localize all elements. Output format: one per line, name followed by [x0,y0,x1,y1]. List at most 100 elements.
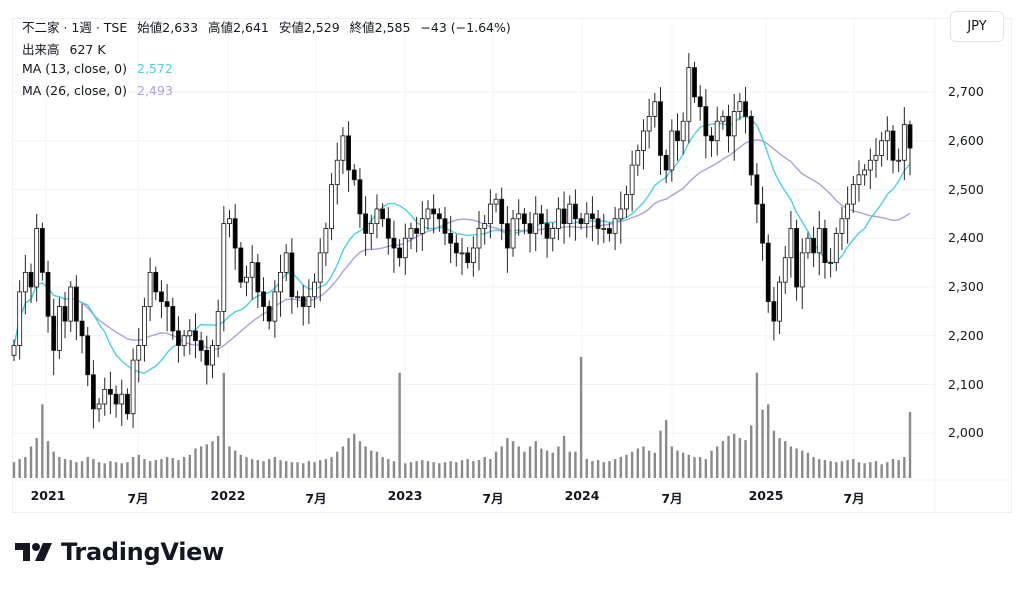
candle [119,379,125,426]
candle-body [850,184,856,205]
candle-body [283,252,289,273]
candle-body [278,271,283,293]
candle [669,119,675,182]
candle-body [153,271,159,293]
candle-body [334,159,340,186]
candle-body [788,228,794,259]
candle [771,287,777,341]
candle [244,265,249,297]
candle [159,280,164,319]
candle-body [51,315,57,351]
candle-body [629,164,635,195]
candle [136,327,142,383]
candle [862,164,868,186]
ma13-legend[interactable]: MA (13, close, 0) 2,572 [22,61,179,76]
candle [794,219,799,301]
candle-body [737,101,743,112]
volume-bar [829,461,832,478]
candle [96,398,102,423]
volume-bar [24,456,27,478]
low-value: 安値2,529 [278,20,340,35]
volume-bar [506,438,509,478]
candle-body [17,291,23,346]
candle [533,196,539,251]
candle [765,234,771,313]
volume-bar [319,460,322,478]
candle-body [867,159,873,171]
volume-bar [296,462,299,478]
candle [607,222,612,242]
candle [51,298,57,376]
candle-body [731,111,737,137]
candle [782,246,788,294]
candle-body [669,130,675,171]
candle [743,87,748,134]
candle [811,226,816,268]
volume-bar [12,462,16,478]
candle-body [317,252,323,283]
candle-body [295,296,300,299]
ma26-legend[interactable]: MA (26, close, 0) 2,493 [22,83,179,98]
volume-bar [602,462,605,478]
candle-body [329,184,334,229]
candle [873,137,879,178]
currency-button[interactable]: JPY [950,11,1004,42]
y-tick-label: 2,000 [948,425,984,441]
candle [896,148,902,172]
candle [731,93,737,161]
ma13-line [13,115,911,375]
candle [629,150,635,212]
candle [272,280,278,338]
candle-body [85,335,91,376]
volume-bar [160,459,163,478]
candle [187,319,193,355]
candle-body [584,213,590,225]
candle-body [11,345,17,356]
candle-body [782,257,788,283]
candle-body [79,320,85,337]
candle-body [68,286,74,322]
candle [306,279,312,325]
volume-bar [738,438,742,478]
candle-body [703,106,709,137]
candle [312,273,317,308]
volume-bar [404,463,407,478]
volume-bar [908,412,912,478]
candle-body [641,130,646,151]
candle [465,247,471,269]
candle-body [675,130,680,142]
volume-bar [177,460,180,478]
candle [538,205,544,235]
candle-body [896,159,902,162]
candle [351,164,357,186]
x-tick-label: 7月 [661,491,683,506]
volume-bar [46,441,50,478]
candle [867,148,873,190]
candle [90,360,96,429]
volume-bar [681,452,685,478]
candle [720,110,726,130]
candle [907,120,913,176]
volume-bar [483,456,486,478]
x-tick-label: 2021 [30,488,66,503]
candle-body [448,232,454,244]
candle-body [663,154,669,171]
volume-bar [545,450,549,478]
candle [283,244,289,282]
candle-body [397,247,403,259]
volume-bar [477,460,481,478]
volume-bar [285,461,288,478]
candle-body [635,150,641,166]
candle-body [385,218,391,239]
tradingview-logo[interactable]: TradingView [15,538,224,566]
candle [453,234,459,267]
candle-body [822,228,828,264]
candle [692,61,697,103]
candle-body [794,228,799,288]
chart-frame [12,18,1012,513]
volume-bar [194,448,197,478]
candle [573,189,578,241]
candle [385,207,391,255]
candle-body [402,237,408,259]
